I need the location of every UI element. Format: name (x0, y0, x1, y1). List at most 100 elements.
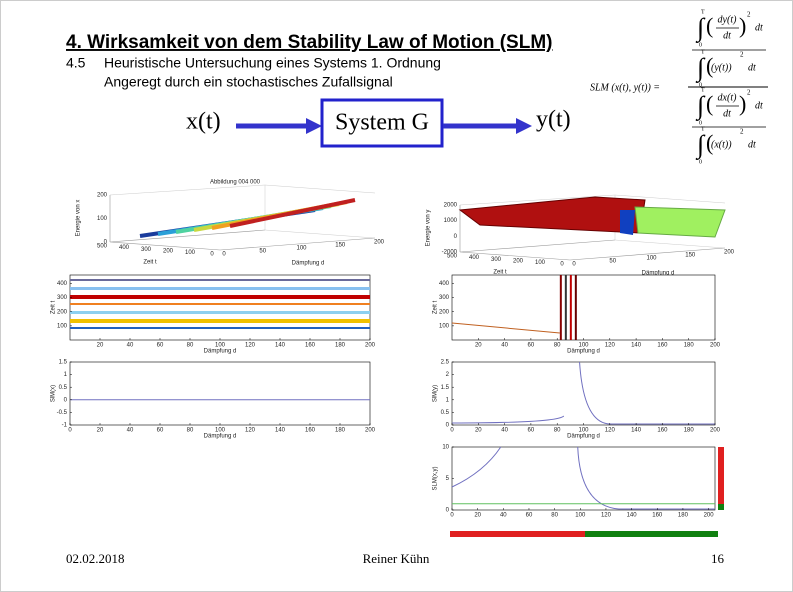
x-tick-label: 160 (652, 513, 663, 519)
system-block (320, 98, 444, 148)
y-tick-label: 2.5 (441, 360, 450, 366)
frac-bottom: dt (723, 108, 731, 119)
y-axis-label: SlM(y) (433, 385, 439, 402)
limit: 0 (699, 82, 702, 88)
z-tick-label: 2000 (444, 203, 458, 209)
d-tick-label: 200 (724, 250, 735, 256)
x-tick-label: 20 (475, 428, 482, 434)
t-tick-label: 100 (185, 250, 196, 256)
stripe (70, 311, 370, 314)
x-tick-label: 120 (605, 343, 616, 349)
differential: dt (755, 22, 763, 33)
x-tick-label: 20 (475, 343, 482, 349)
arrow-head (516, 118, 532, 134)
differential: dt (748, 139, 756, 150)
paren: ) (739, 91, 746, 116)
y-tick-label: 200 (57, 309, 68, 315)
z-tick-label: 100 (97, 216, 108, 222)
x-tick-label: 140 (631, 343, 642, 349)
d-tick-label: 50 (609, 259, 616, 265)
y-tick-label: 300 (57, 295, 68, 301)
integral-sign: ∫ (695, 91, 706, 121)
t-tick-label: 500 (447, 254, 458, 260)
squared-term: (y(t)) (711, 62, 732, 73)
integral-sign: ∫ (695, 13, 706, 43)
x-tick-label: 120 (245, 343, 256, 349)
stripe (70, 327, 370, 329)
x-tick-label: 0 (450, 513, 454, 519)
x-tick-label: 140 (627, 513, 638, 519)
y-tick-label: 1 (64, 372, 68, 378)
arrow-head (306, 118, 322, 134)
exponent: 2 (740, 51, 744, 59)
y-axis-label: Zeit t (433, 301, 439, 315)
output-label: y(t) (536, 107, 571, 133)
surface-plot (458, 194, 726, 261)
z-tick-label: 200 (97, 193, 108, 199)
footer-date: 02.02.2018 (66, 551, 125, 566)
z-axis-label: Energie von x (76, 200, 82, 237)
x-axis-label: Dämpfung d (204, 434, 237, 440)
t-tick-label: 400 (469, 255, 480, 261)
stripe (70, 279, 370, 281)
x-tick-label: 120 (245, 428, 256, 434)
d-tick-label: 100 (646, 256, 657, 262)
x-tick-label: 20 (474, 513, 481, 519)
limit: 0 (699, 120, 702, 126)
y-tick-label: 300 (439, 295, 450, 301)
surface (620, 210, 635, 235)
y-tick-label: 1.5 (441, 385, 450, 391)
x-axis-label: Dämpfung d (567, 434, 600, 440)
surface (634, 206, 726, 238)
x-tick-label: 20 (97, 428, 104, 434)
plot-frame (451, 274, 716, 341)
stripe (574, 275, 577, 340)
x-tick-label: 60 (528, 428, 535, 434)
x-tick-label: 180 (678, 513, 689, 519)
curve (451, 446, 715, 510)
x-tick-label: 40 (127, 428, 134, 434)
x-tick-label: 160 (305, 343, 316, 349)
x-tick-label: 60 (157, 343, 164, 349)
x-tick-label: 180 (335, 343, 346, 349)
y-axis-label: SLM(x,y) (433, 466, 439, 490)
z-tick-label: 1000 (444, 218, 458, 224)
x-tick-label: 80 (551, 513, 558, 519)
x-tick-label: 60 (528, 343, 535, 349)
axes-floor (109, 195, 376, 251)
z-tick-label: 0 (104, 240, 108, 246)
x-tick-label: 200 (704, 513, 715, 519)
y-tick-label: 400 (439, 281, 450, 287)
subtitle: Heuristische Untersuchung eines Systems … (104, 55, 441, 71)
limit: T (701, 9, 705, 15)
x-tick-label: 80 (187, 428, 194, 434)
y-axis-label: SlM(x) (51, 385, 57, 402)
y-tick-label: 0 (64, 397, 68, 403)
y-tick-label: 100 (57, 323, 68, 329)
differential: dt (755, 100, 763, 111)
x-tick-label: 140 (275, 343, 286, 349)
x-tick-label: 60 (157, 428, 164, 434)
t-tick-label: 400 (119, 245, 130, 251)
indicator-bar (718, 504, 724, 510)
x-tick-label: 200 (710, 428, 721, 434)
t-axis-label: Zeit t (493, 270, 507, 276)
x-tick-label: 40 (500, 513, 507, 519)
integral-sign: ∫ (695, 53, 706, 83)
x-tick-label: 60 (526, 513, 533, 519)
plot-frame (451, 446, 716, 511)
plot-frame (69, 274, 371, 341)
d-tick-label: 100 (296, 246, 307, 252)
curve (451, 322, 560, 334)
y-tick-label: 1.5 (59, 360, 68, 366)
surface-band (229, 198, 356, 228)
stripe (559, 275, 562, 340)
d-tick-label: 150 (335, 243, 346, 249)
subtitle: Angeregt durch ein stochastisches Zufall… (104, 74, 393, 90)
stripe (70, 303, 370, 305)
differential: dt (748, 62, 756, 73)
y-tick-label: 1 (446, 397, 450, 403)
t-tick-label: 0 (560, 262, 564, 268)
